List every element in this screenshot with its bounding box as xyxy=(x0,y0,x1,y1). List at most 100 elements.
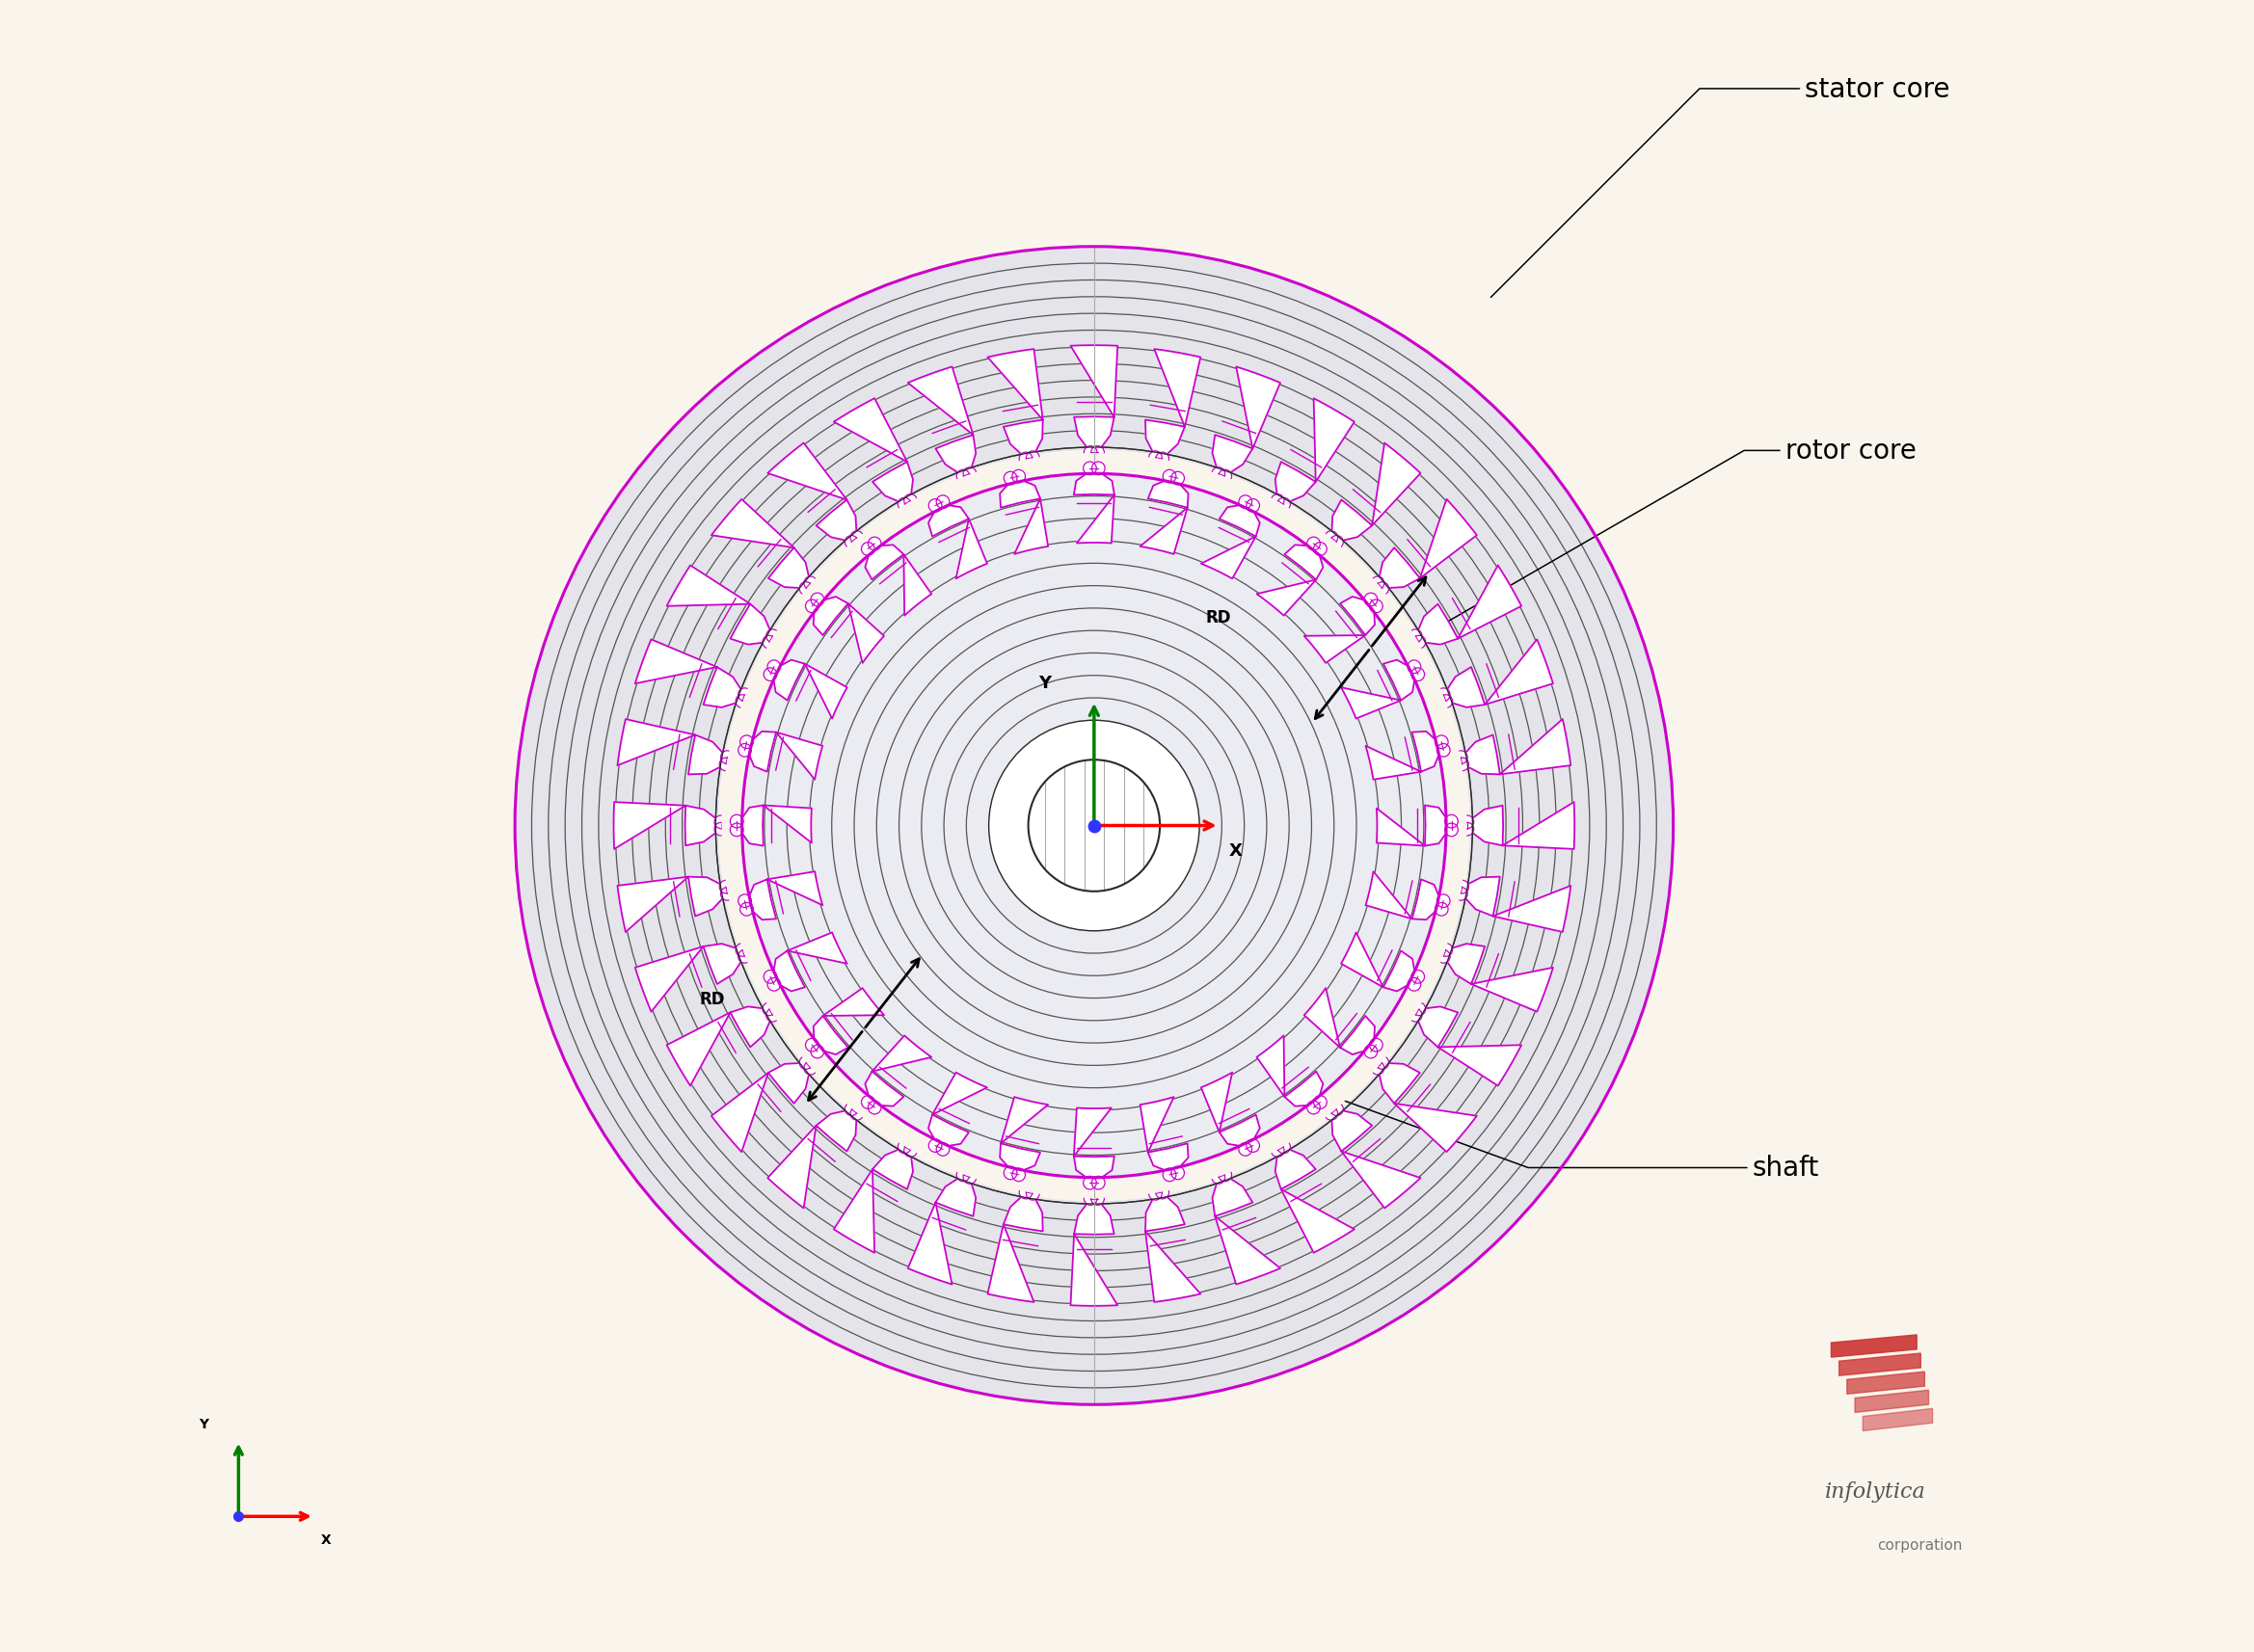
Circle shape xyxy=(1172,472,1183,486)
Circle shape xyxy=(1091,463,1104,476)
Polygon shape xyxy=(908,367,976,472)
Circle shape xyxy=(1370,1062,1384,1075)
Circle shape xyxy=(897,1140,911,1153)
Circle shape xyxy=(1307,537,1321,550)
Circle shape xyxy=(715,823,728,836)
Polygon shape xyxy=(773,933,848,991)
Polygon shape xyxy=(636,639,742,707)
Polygon shape xyxy=(1305,988,1375,1054)
Circle shape xyxy=(1084,446,1098,459)
Circle shape xyxy=(956,1168,969,1181)
Polygon shape xyxy=(1001,1097,1048,1171)
Polygon shape xyxy=(1379,1064,1476,1151)
Polygon shape xyxy=(1141,1097,1188,1171)
Circle shape xyxy=(1163,1168,1177,1181)
Circle shape xyxy=(1240,496,1251,509)
Circle shape xyxy=(1413,636,1425,649)
Polygon shape xyxy=(814,988,884,1054)
Circle shape xyxy=(514,248,1672,1404)
Polygon shape xyxy=(1465,877,1571,932)
Text: RD: RD xyxy=(1206,608,1231,626)
Circle shape xyxy=(805,600,818,613)
Polygon shape xyxy=(1141,481,1188,555)
Polygon shape xyxy=(748,732,823,780)
Polygon shape xyxy=(1341,661,1416,719)
Circle shape xyxy=(1330,537,1343,548)
Circle shape xyxy=(1150,1188,1163,1201)
Circle shape xyxy=(935,496,949,509)
Polygon shape xyxy=(712,501,809,588)
Polygon shape xyxy=(987,1198,1044,1302)
Polygon shape xyxy=(929,506,987,580)
Circle shape xyxy=(1375,583,1388,596)
Polygon shape xyxy=(929,1072,987,1146)
Circle shape xyxy=(1278,499,1289,512)
Polygon shape xyxy=(1305,598,1375,664)
Circle shape xyxy=(742,474,1447,1178)
Circle shape xyxy=(719,881,733,894)
Circle shape xyxy=(1409,978,1420,991)
Circle shape xyxy=(1370,1039,1382,1052)
Circle shape xyxy=(868,537,881,550)
Circle shape xyxy=(1370,577,1384,590)
Polygon shape xyxy=(1418,1008,1521,1085)
Circle shape xyxy=(1413,1003,1425,1016)
Polygon shape xyxy=(1472,803,1576,849)
Circle shape xyxy=(721,752,735,765)
Polygon shape xyxy=(636,945,742,1013)
Circle shape xyxy=(1091,446,1104,459)
Circle shape xyxy=(861,544,875,557)
Polygon shape xyxy=(1447,945,1553,1013)
Circle shape xyxy=(1375,1056,1388,1069)
Circle shape xyxy=(1456,881,1470,894)
Circle shape xyxy=(868,1102,881,1115)
Circle shape xyxy=(1370,600,1382,613)
Circle shape xyxy=(1163,471,1177,484)
Polygon shape xyxy=(834,400,913,502)
Circle shape xyxy=(1409,629,1422,643)
Polygon shape xyxy=(769,444,857,540)
Circle shape xyxy=(719,451,1470,1201)
Circle shape xyxy=(737,689,751,702)
Polygon shape xyxy=(1073,1108,1113,1178)
Polygon shape xyxy=(1379,501,1476,588)
Circle shape xyxy=(766,629,780,643)
Circle shape xyxy=(1213,468,1224,481)
Circle shape xyxy=(1091,1193,1104,1206)
Circle shape xyxy=(1307,1102,1321,1115)
Circle shape xyxy=(1436,735,1447,748)
Polygon shape xyxy=(712,1064,809,1151)
Circle shape xyxy=(1461,816,1474,829)
Circle shape xyxy=(1411,669,1425,682)
Circle shape xyxy=(1271,1145,1285,1158)
Circle shape xyxy=(956,471,969,484)
Circle shape xyxy=(735,943,748,957)
Polygon shape xyxy=(773,661,848,719)
Polygon shape xyxy=(1145,350,1201,454)
Polygon shape xyxy=(742,806,811,846)
Circle shape xyxy=(805,1039,818,1052)
Circle shape xyxy=(1436,743,1449,757)
Polygon shape xyxy=(1258,1036,1323,1107)
Circle shape xyxy=(1411,970,1425,983)
Circle shape xyxy=(929,499,942,512)
Polygon shape xyxy=(618,720,724,775)
Circle shape xyxy=(1436,895,1449,909)
Circle shape xyxy=(1438,689,1449,702)
Circle shape xyxy=(850,1107,863,1120)
Polygon shape xyxy=(866,545,931,616)
Circle shape xyxy=(1454,887,1467,900)
Text: X: X xyxy=(320,1531,331,1546)
Polygon shape xyxy=(1001,481,1048,555)
Circle shape xyxy=(1440,695,1452,709)
Circle shape xyxy=(904,494,917,507)
Polygon shape xyxy=(1862,1409,1932,1431)
Circle shape xyxy=(1156,1186,1170,1199)
Circle shape xyxy=(1409,1009,1422,1023)
Circle shape xyxy=(1213,1171,1224,1184)
Polygon shape xyxy=(667,1008,771,1085)
Polygon shape xyxy=(1276,1150,1355,1252)
Circle shape xyxy=(1314,1095,1328,1108)
Polygon shape xyxy=(1341,933,1416,991)
Text: infolytica: infolytica xyxy=(1826,1480,1925,1502)
